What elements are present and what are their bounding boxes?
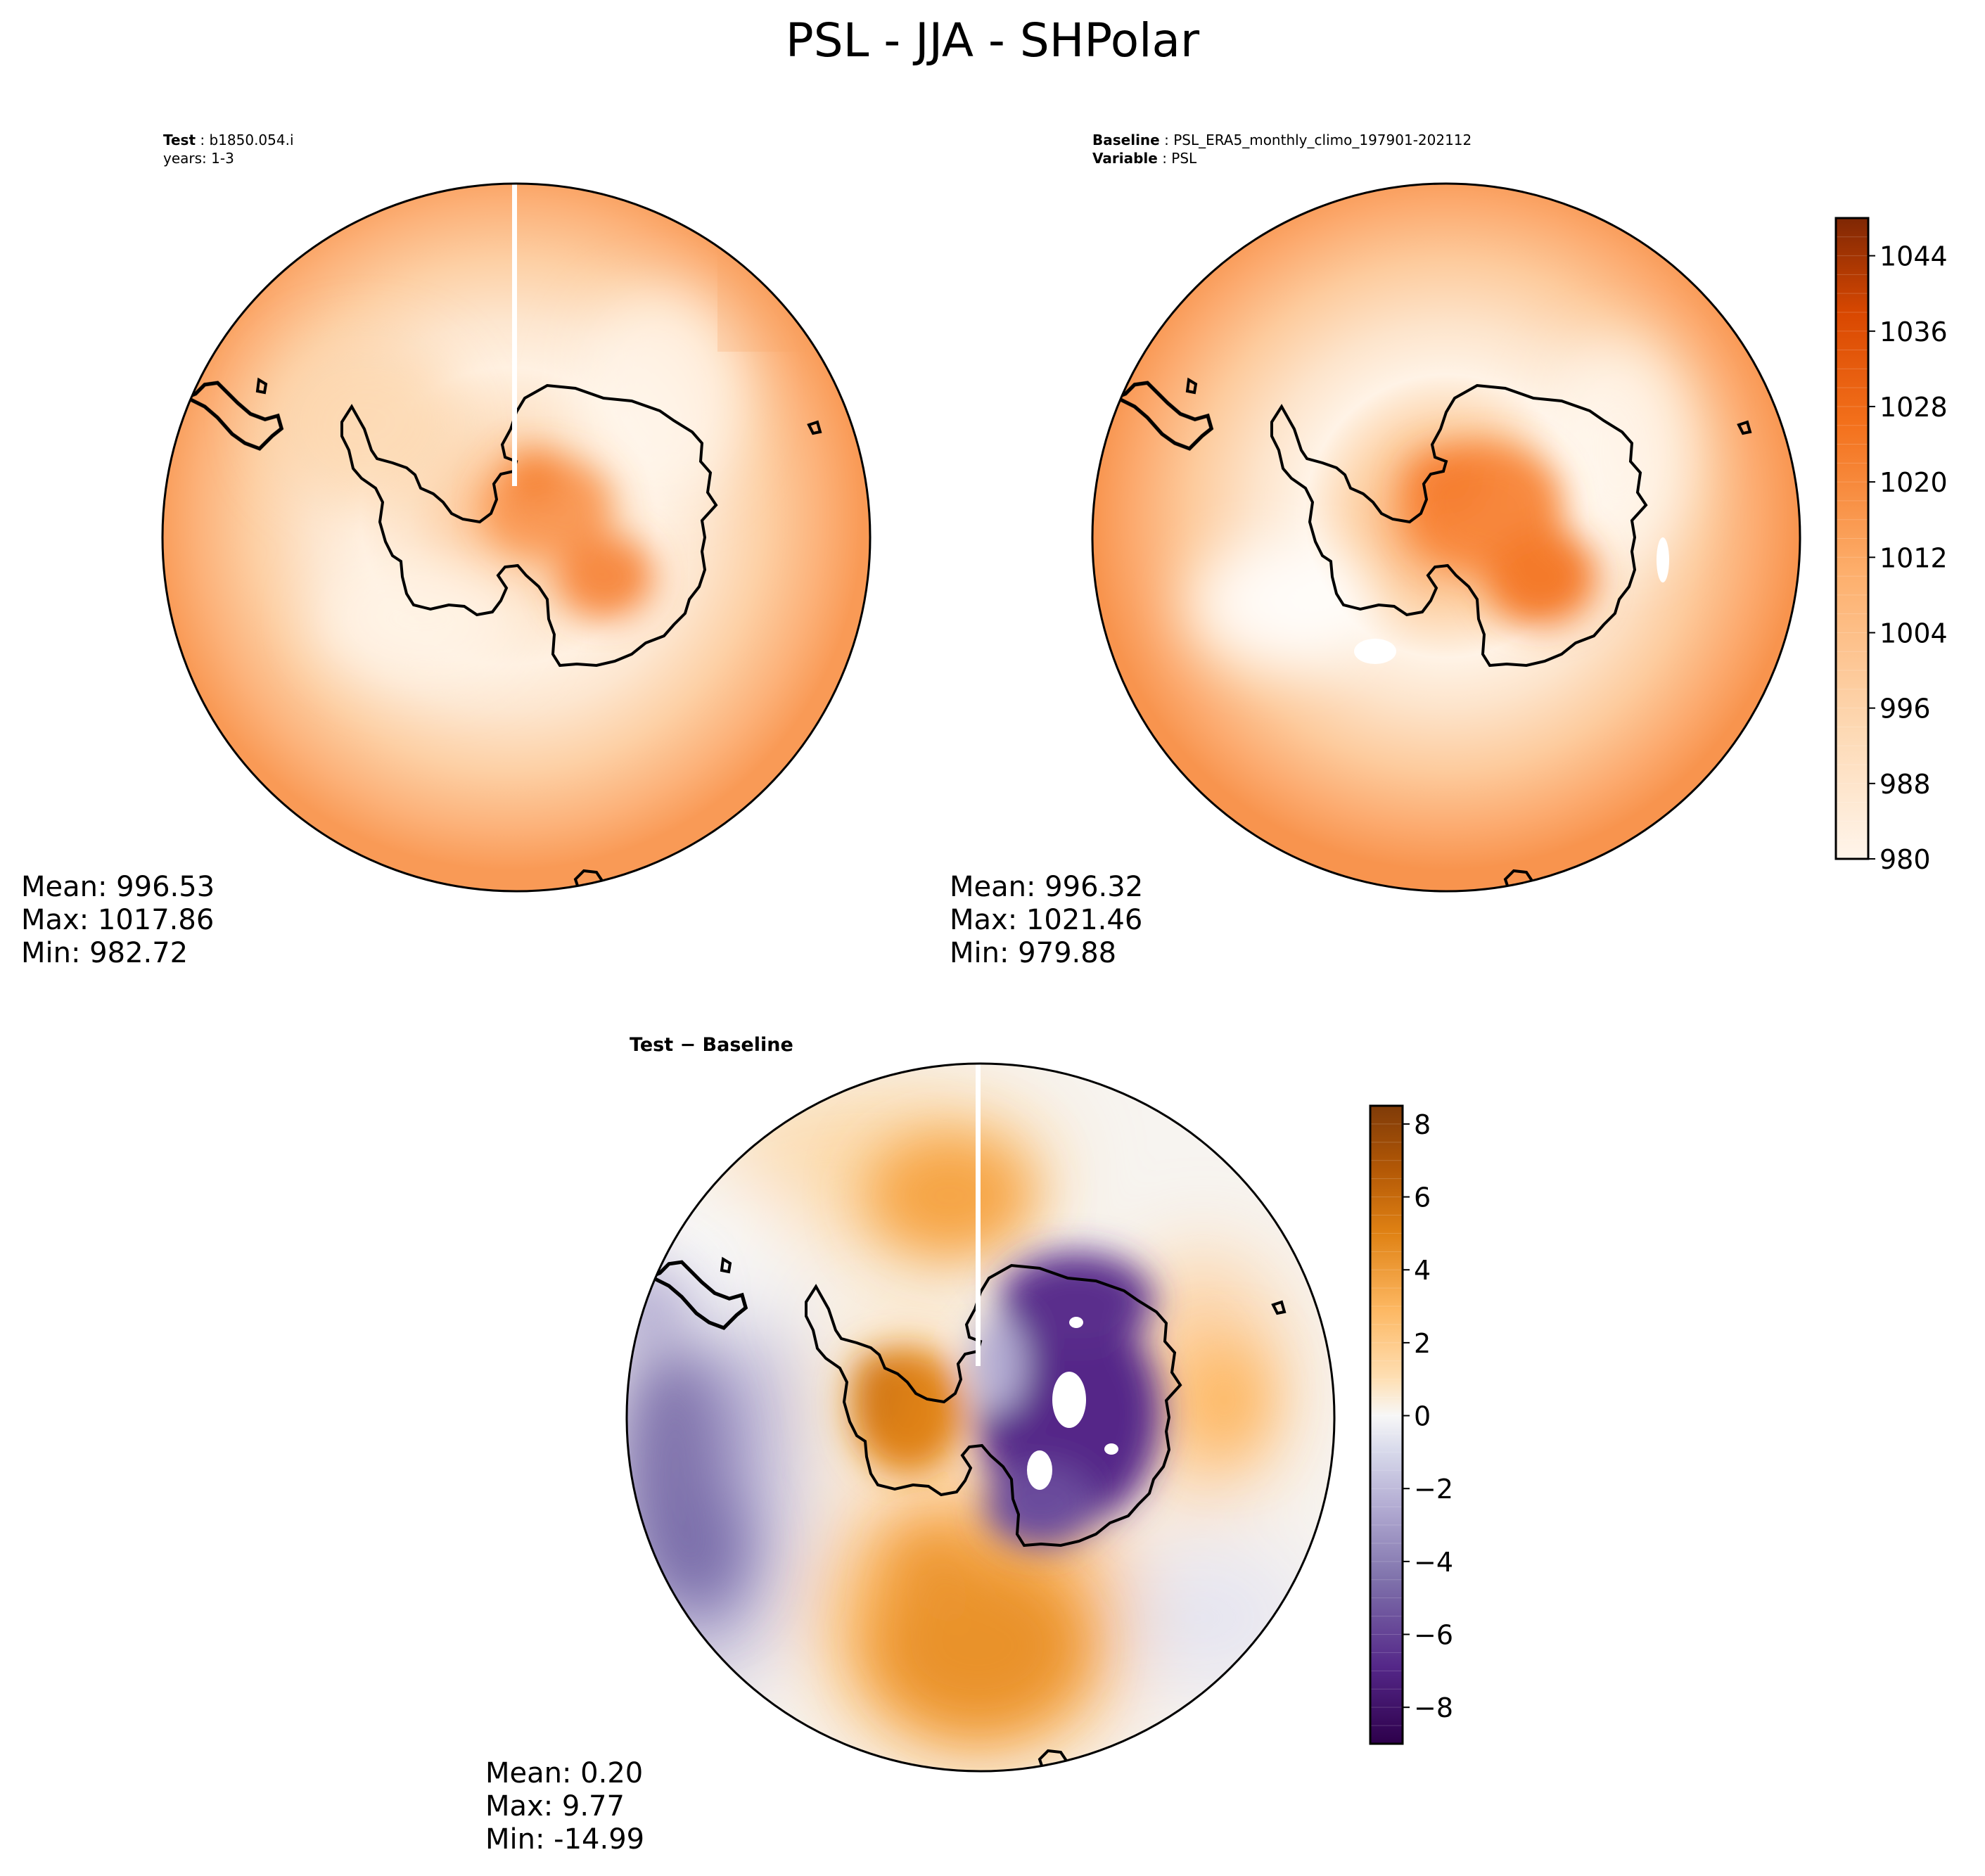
colorbar-psl-tick-label: 988 (1879, 769, 1931, 800)
colorbar-diff-tick-label: −6 (1414, 1620, 1453, 1651)
panel-baseline-stat-min: Min: 979.88 (950, 937, 1116, 969)
colorbar-diff-tick-label: −8 (1414, 1692, 1453, 1723)
colorbar-psl-tick-label: 1012 (1879, 542, 1948, 573)
colorbar-diff-tick-label: 8 (1414, 1109, 1431, 1140)
colorbar-psl-fill (1836, 218, 1868, 859)
panel-diff: Test − Baseline (485, 1034, 1453, 1856)
map-baseline (1092, 184, 1800, 891)
colorbar-diff-tick-label: −2 (1414, 1474, 1453, 1505)
panel-diff-header: Test − Baseline (630, 1034, 793, 1056)
colorbar-psl-tick-label: 980 (1879, 844, 1931, 875)
colorbar-diff-tick-label: 6 (1414, 1182, 1431, 1213)
colorbar-psl-tick-label: 1044 (1879, 241, 1948, 272)
colorbar-diff-level-lines (1370, 1123, 1403, 1726)
panel-baseline-stat-max: Max: 1021.46 (950, 904, 1142, 936)
colorbar-diff-ticks: −8 −6 −4 −2 0 2 4 6 8 (1403, 1109, 1453, 1723)
figure-title: PSL - JJA - SHPolar (786, 13, 1200, 68)
panel-test-header-line-2: years: 1-3 (163, 150, 234, 167)
map-test-boundary (161, 182, 872, 893)
colorbar-psl: 980 988 996 1004 1012 1020 1028 1036 1044 (1834, 217, 1948, 875)
panel-test: Test : b1850.054.i years: 1-3 Mean: 9 (21, 132, 872, 969)
panel-diff-stat-max: Max: 9.77 (485, 1790, 625, 1823)
panel-test-stat-mean: Mean: 996.53 (21, 871, 215, 903)
colorbar-diff-tick-label: 4 (1414, 1255, 1431, 1286)
panel-diff-stat-min: Min: -14.99 (485, 1823, 644, 1856)
panel-test-stat-min: Min: 982.72 (21, 937, 188, 969)
panel-diff-stat-mean: Mean: 0.20 (485, 1757, 643, 1789)
colorbar-psl-frame (1834, 217, 1870, 860)
panel-baseline-header-line-1: Baseline : PSL_ERA5_monthly_climo_197901… (1092, 132, 1472, 148)
colorbar-diff-frame (1369, 1104, 1404, 1745)
colorbar-diff: −8 −6 −4 −2 0 2 4 6 8 (1369, 1104, 1453, 1745)
colorbar-diff-tick-label: −4 (1414, 1547, 1453, 1578)
colorbar-psl-tick-label: 996 (1879, 694, 1931, 725)
panel-baseline: Baseline : PSL_ERA5_monthly_climo_197901… (950, 132, 1948, 969)
panel-baseline-stat-mean: Mean: 996.32 (950, 871, 1143, 903)
map-diff-boundary (625, 1062, 1336, 1773)
colorbar-psl-level-lines (1836, 236, 1868, 841)
colorbar-psl-tick-label: 1020 (1879, 467, 1948, 498)
colorbar-psl-tick-label: 1004 (1879, 618, 1948, 649)
map-diff (627, 1064, 1334, 1771)
panel-test-header-line-1: Test : b1850.054.i (163, 132, 294, 148)
colorbar-diff-tick-label: 2 (1414, 1328, 1431, 1359)
map-test (162, 184, 870, 891)
panel-baseline-header-line-2: Variable : PSL (1092, 150, 1197, 167)
colorbar-diff-tick-label: 0 (1414, 1401, 1431, 1432)
map-baseline-boundary (1091, 182, 1801, 893)
panel-test-stat-max: Max: 1017.86 (21, 904, 214, 936)
colorbar-psl-tick-label: 1028 (1879, 392, 1948, 423)
colorbar-psl-ticks: 980 988 996 1004 1012 1020 1028 1036 1044 (1868, 241, 1948, 875)
colorbar-diff-fill (1370, 1106, 1403, 1744)
colorbar-psl-tick-label: 1036 (1879, 317, 1948, 347)
